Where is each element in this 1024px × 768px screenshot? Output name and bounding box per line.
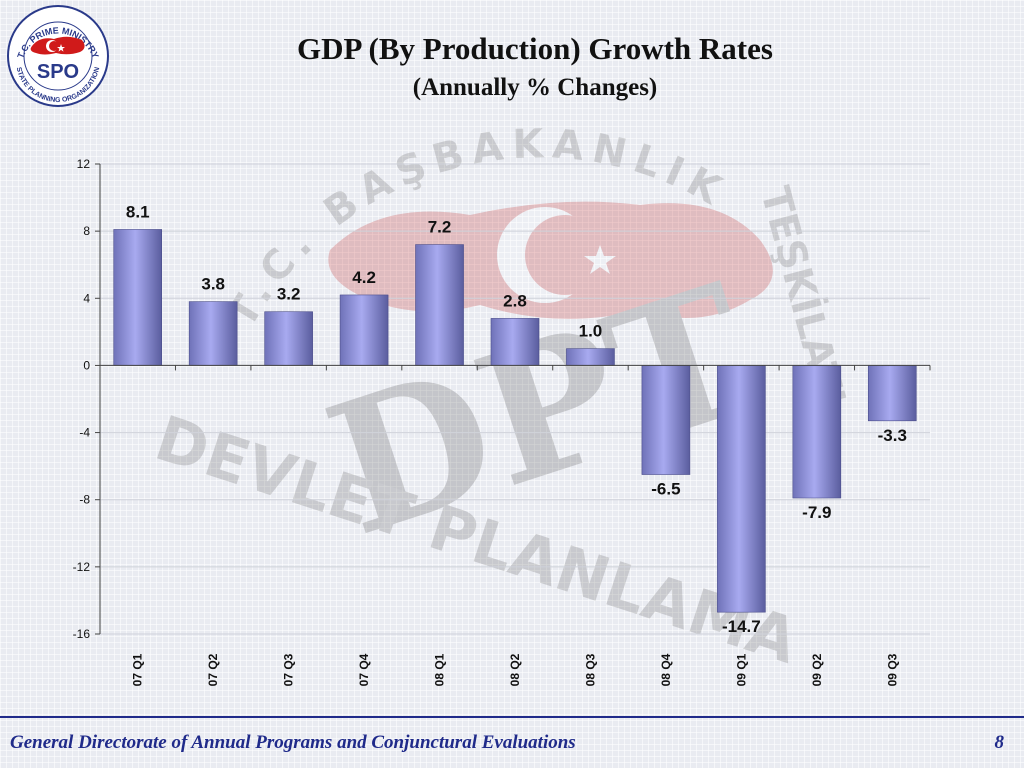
x-category-label: 08 Q4 [659,653,673,686]
data-label: -7.9 [802,503,831,522]
data-label: 4.2 [352,268,376,287]
y-tick-label: 0 [83,358,90,372]
x-category-label: 07 Q1 [131,653,145,686]
logo-center-text: SPO [37,61,79,83]
y-tick-label: -12 [73,560,91,574]
x-category-label: 09 Q1 [734,653,748,686]
x-category-label: 07 Q2 [206,653,220,686]
bar [339,294,389,366]
y-tick-label: -8 [79,493,90,507]
x-category-label: 07 Q3 [282,653,296,686]
chart-subtitle: (Annually % Changes) [412,74,658,101]
bar [792,365,842,499]
y-tick-label: -4 [79,426,90,440]
bar [490,318,540,366]
data-label: -3.3 [878,426,907,445]
bar [717,365,766,613]
data-label: 8.1 [126,202,150,221]
footer-divider [0,716,1024,718]
data-label: 7.2 [428,218,452,237]
data-label: 2.8 [503,291,527,310]
data-label: 1.0 [579,322,603,341]
footer-text: General Directorate of Annual Programs a… [10,732,576,753]
bar [867,365,917,422]
x-category-label: 08 Q2 [508,653,522,686]
bar [113,229,163,366]
y-tick-label: 4 [83,291,90,305]
bar [264,311,313,366]
y-tick-label: 12 [77,157,91,171]
y-tick-label: -16 [73,627,91,641]
data-label: 3.8 [201,275,225,294]
title-block: GDP (By Production) Growth Rates (Annual… [130,30,940,104]
bar-chart: 12 8 4 0 -4 -8 -12 -16 8.1 3.8 3.2 4.2 7.2 2.8 1.0 -6.5… [73,157,931,686]
x-category-label: 08 Q3 [583,653,597,686]
x-category-label: 09 Q3 [885,653,899,686]
y-tick-label: 8 [83,224,90,238]
data-label: 3.2 [277,285,301,304]
page-number: 8 [994,732,1005,753]
bar [415,244,464,366]
x-category-label: 08 Q1 [433,653,447,686]
bar [641,365,691,475]
data-label: -14.7 [722,617,761,636]
chart-title: GDP (By Production) Growth Rates [297,31,773,66]
data-label: -6.5 [651,480,680,499]
bar [566,348,615,366]
x-category-label: 07 Q4 [357,653,371,686]
watermark-seal: T.C. BAŞBAKANLIK DPT DEVLET PLANLAMA TEŞ… [147,121,856,678]
x-category-label: 09 Q2 [810,653,824,686]
bar [188,301,238,366]
spo-logo: T.C. PRIME MINISTRY STATE PLANNING ORGAN… [7,5,109,107]
